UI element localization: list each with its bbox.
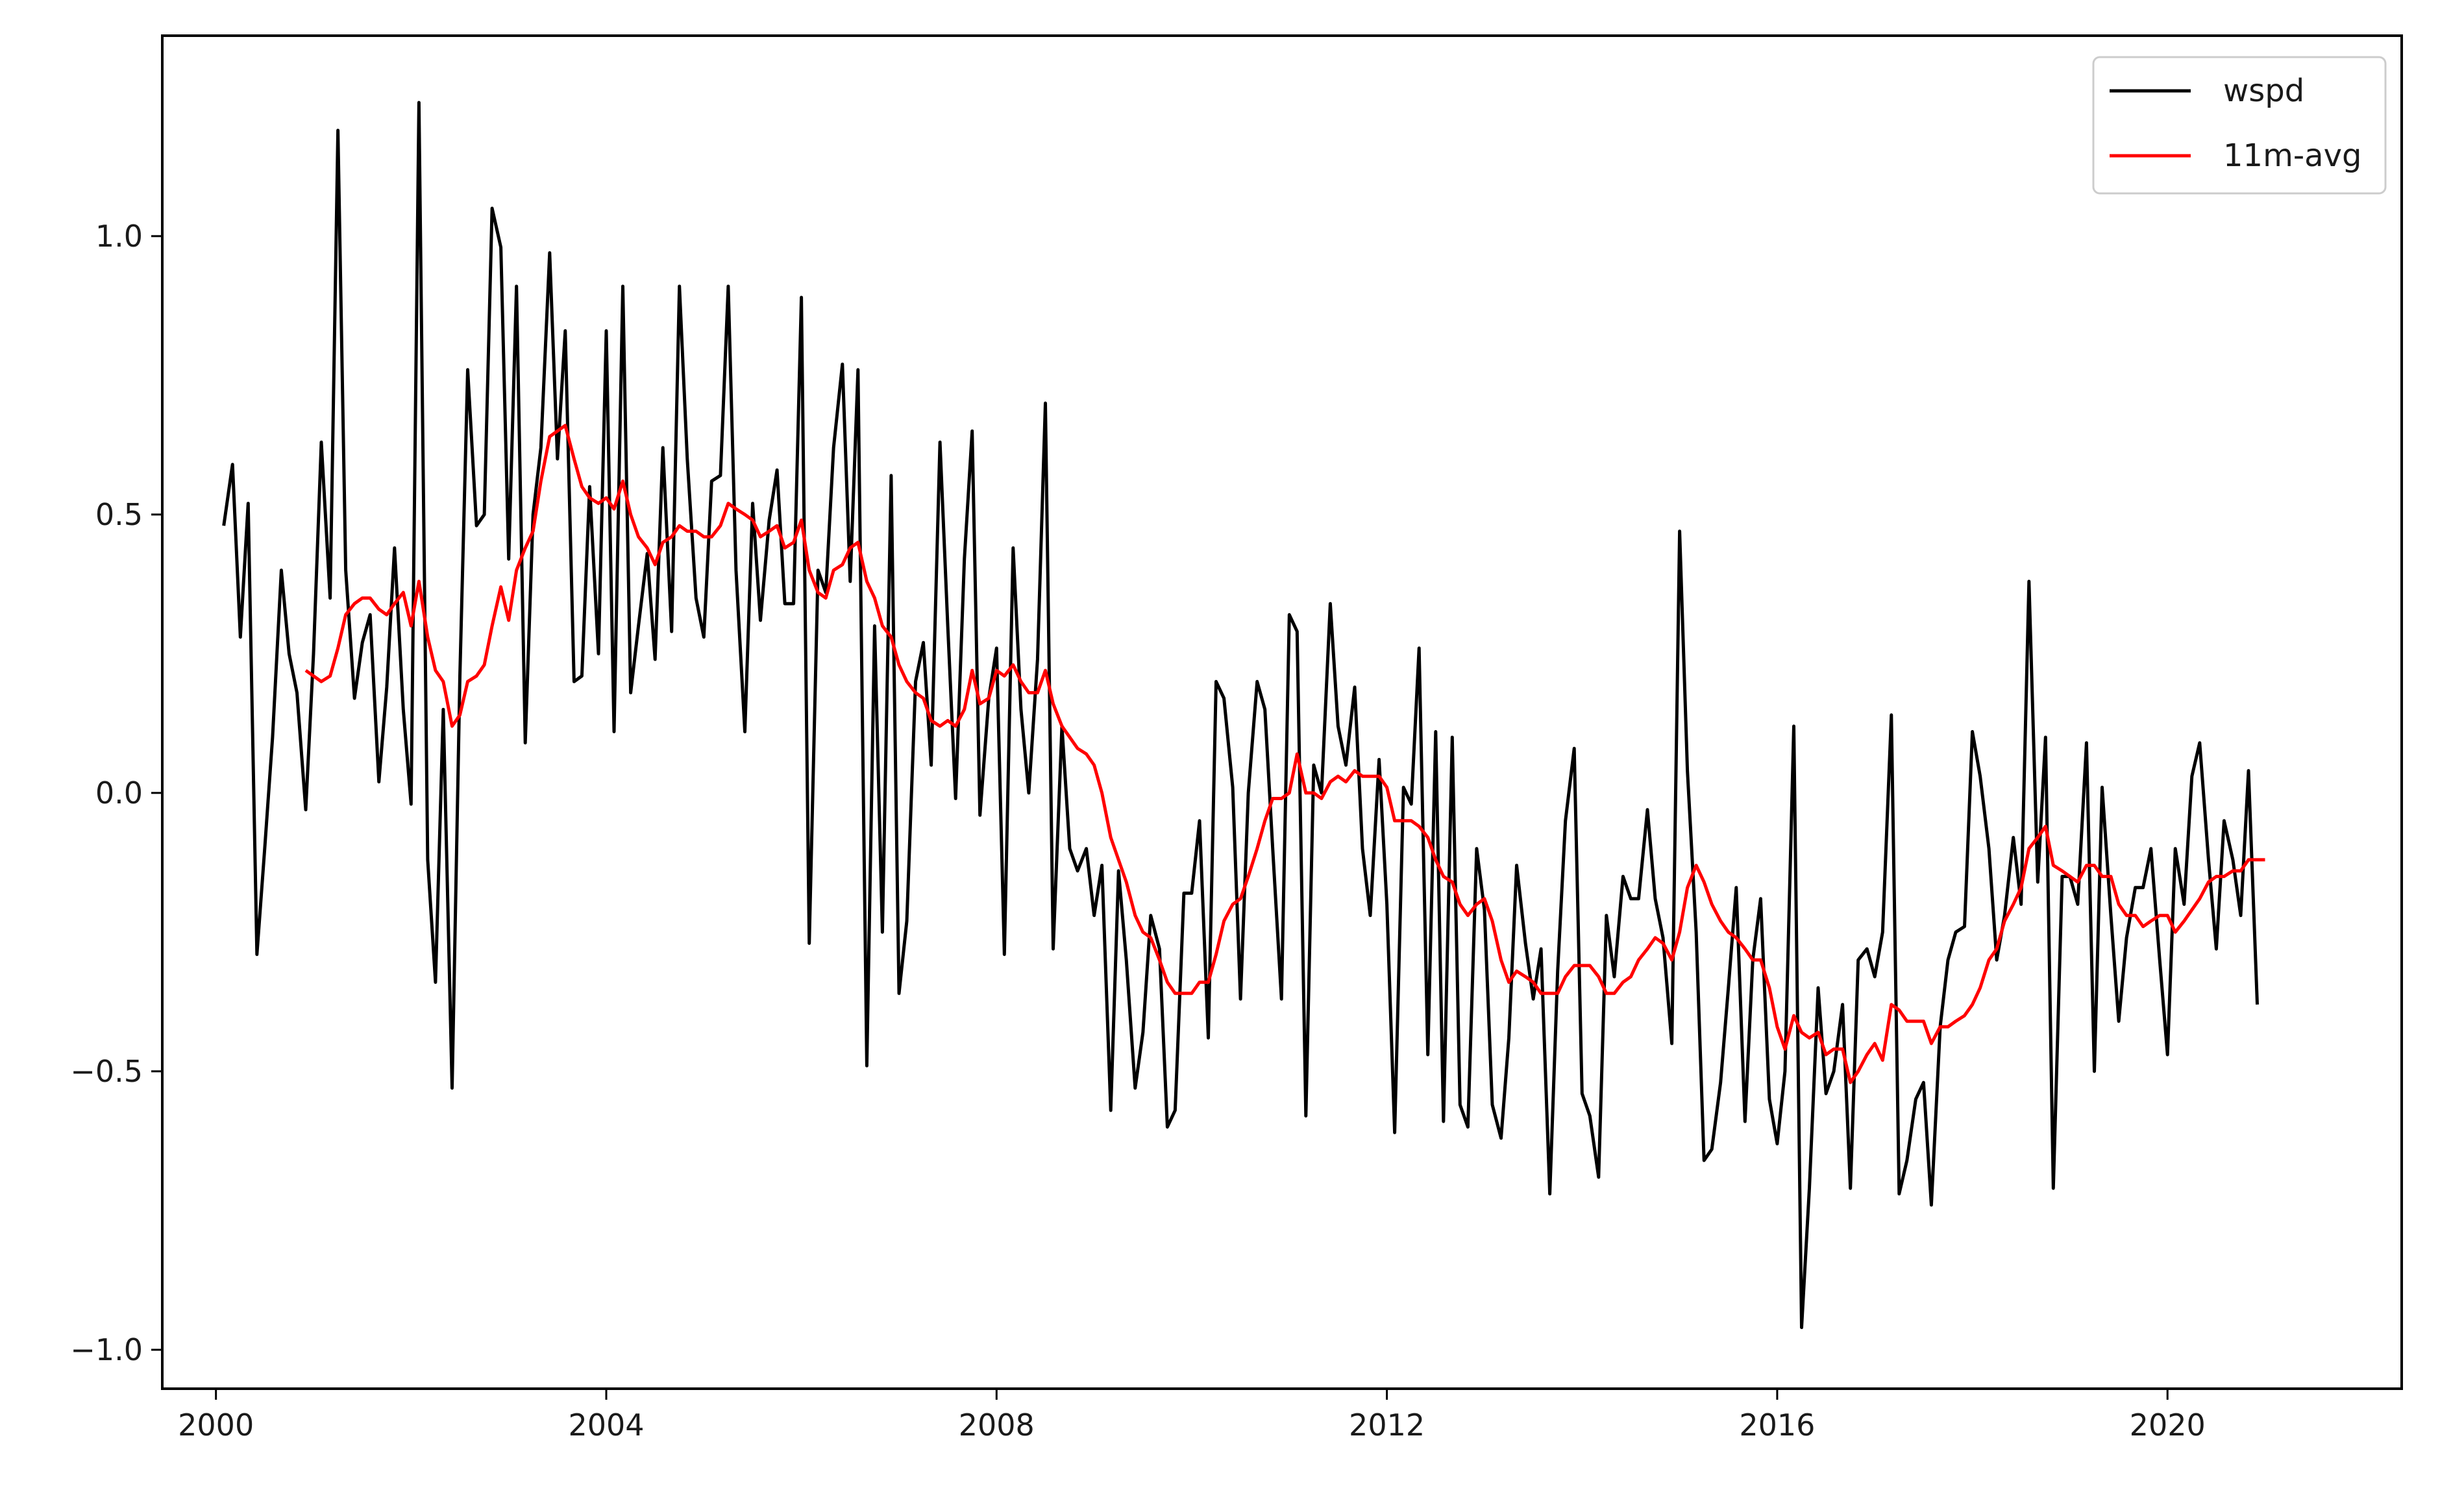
x-tick-label: 2012 [1349, 1408, 1425, 1443]
x-tick-label: 2008 [959, 1408, 1035, 1443]
y-tick-label: −1.0 [70, 1332, 143, 1367]
plot-frame [161, 34, 2403, 1390]
legend-label-11m-avg: 11m-avg [2223, 138, 2361, 174]
x-tick-label: 2016 [1739, 1408, 1815, 1443]
y-tick-label: 0.0 [95, 775, 143, 811]
x-tick-label: 2004 [568, 1408, 644, 1443]
y-tick-label: −0.5 [70, 1054, 143, 1089]
y-axis: 1.0 0.5 0.0 −0.5 −1.0 [70, 219, 162, 1367]
series-line-wspd [222, 101, 2259, 1330]
x-axis: 2000 2004 2008 2012 2016 2020 [178, 1389, 2206, 1443]
x-tick-label: 2020 [2130, 1408, 2206, 1443]
plot-lines [222, 101, 2265, 1330]
x-tick-label: 2000 [178, 1408, 254, 1443]
y-tick-label: 0.5 [95, 497, 143, 532]
series-line-11m-avg [304, 424, 2265, 1084]
legend: wspd 11m-avg [2092, 56, 2387, 195]
y-tick-label: 1.0 [95, 219, 143, 254]
legend-label-wspd: wspd [2223, 73, 2304, 109]
